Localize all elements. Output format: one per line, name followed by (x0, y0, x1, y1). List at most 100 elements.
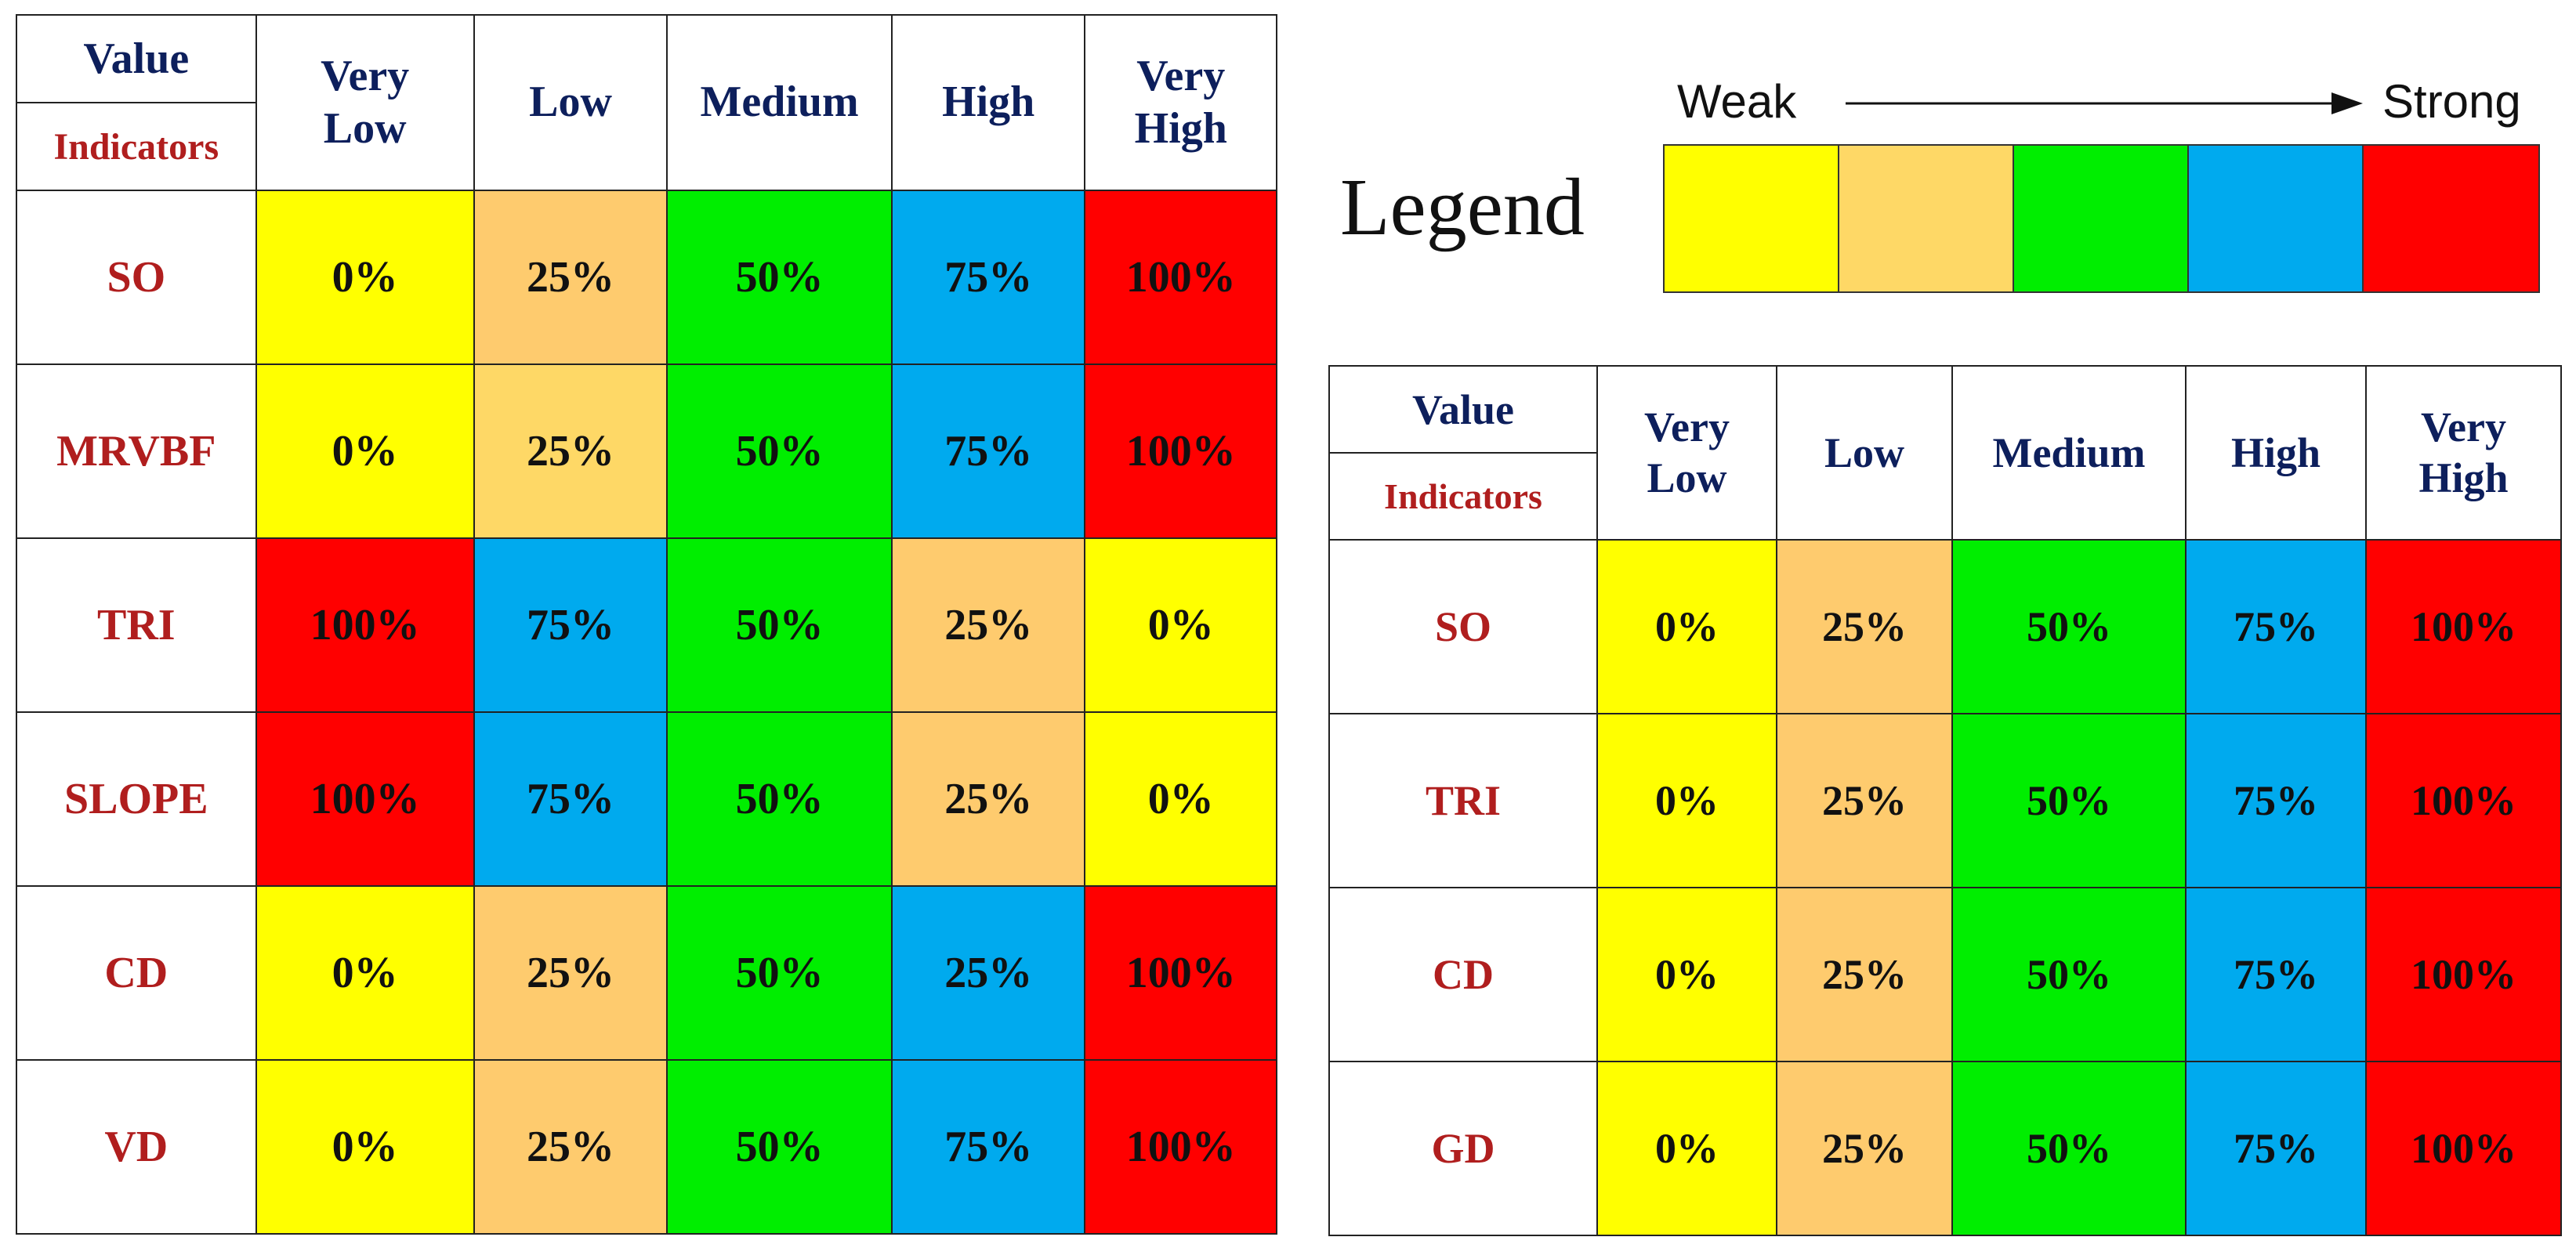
value-cell: 50% (666, 537, 893, 713)
value-cell: 25% (473, 363, 668, 539)
indicator-name: SO (16, 190, 257, 365)
value-cell: 50% (1951, 713, 2187, 888)
table-row: SO 0% 25% 50% 75% 100% (1328, 539, 2562, 714)
header-row-2: Indicators (1328, 452, 2561, 541)
table-row: TRI 0% 25% 50% 75% 100% (1328, 713, 2562, 888)
value-cell: 75% (890, 190, 1086, 365)
value-cell: 75% (890, 363, 1086, 539)
table-row: TRI 100% 75% 50% 25% 0% (16, 537, 1277, 713)
value-cell: 0% (255, 363, 475, 539)
value-cell: 50% (666, 1059, 893, 1235)
value-cell: 100% (255, 711, 475, 887)
indicator-name: CD (1328, 887, 1598, 1062)
value-cell: 0% (1596, 887, 1777, 1062)
legend-swatch (2014, 146, 2189, 291)
indicator-name: CD (16, 885, 257, 1061)
value-cell: 25% (1776, 1061, 1953, 1236)
column-header: Very Low (255, 14, 475, 191)
indicator-name: GD (1328, 1061, 1598, 1236)
corner-value-label: Value (16, 14, 257, 103)
table-left-body: Value Very Low Low Medium High Very High Indicat… (16, 14, 1277, 1235)
value-cell: 75% (473, 537, 668, 713)
value-cell: 100% (1084, 190, 1277, 365)
value-cell: 75% (2185, 713, 2367, 888)
table-row: GD 0% 25% 50% 75% 100% (1328, 1061, 2562, 1236)
legend-swatch (2189, 146, 2364, 291)
table-row: SO 0% 25% 50% 75% 100% (16, 190, 1277, 365)
value-cell: 25% (890, 711, 1086, 887)
legend-arrow-icon (1846, 92, 2363, 114)
column-header: Medium (666, 14, 893, 191)
value-cell: 75% (2185, 539, 2367, 714)
legend-swatch (1839, 146, 2014, 291)
value-cell: 25% (1776, 539, 1953, 714)
value-cell: 75% (2185, 887, 2367, 1062)
column-header: Very High (1084, 14, 1277, 191)
value-cell: 75% (2185, 1061, 2367, 1236)
table-row: MRVBF 0% 25% 50% 75% 100% (16, 363, 1277, 539)
legend-swatch (2364, 146, 2538, 291)
indicator-table-left: Value Very Low Low Medium High Very High Indicat… (16, 14, 1277, 1235)
value-cell: 0% (1596, 539, 1777, 714)
column-header: Low (473, 14, 668, 191)
value-cell: 50% (1951, 1061, 2187, 1236)
value-cell: 100% (2365, 539, 2562, 714)
table-row: SLOPE 100% 75% 50% 25% 0% (16, 711, 1277, 887)
header-row-2: Indicators (16, 102, 1277, 191)
value-cell: 50% (1951, 887, 2187, 1062)
value-cell: 0% (255, 1059, 475, 1235)
table-row: CD 0% 25% 50% 25% 100% (16, 885, 1277, 1061)
value-cell: 25% (473, 1059, 668, 1235)
value-cell: 0% (1084, 711, 1277, 887)
value-cell: 50% (1951, 539, 2187, 714)
column-header: High (2185, 365, 2367, 541)
legend-title: Legend (1340, 162, 1585, 252)
value-cell: 50% (666, 190, 893, 365)
legend-swatches (1663, 144, 2540, 293)
column-header: Medium (1951, 365, 2187, 541)
corner-value-label: Value (1328, 365, 1598, 454)
value-cell: 100% (1084, 363, 1277, 539)
header-row: Value Very Low Low Medium High Very High (16, 14, 1277, 191)
value-cell: 0% (1084, 537, 1277, 713)
column-header: Very Low (1596, 365, 1777, 541)
value-cell: 0% (255, 190, 475, 365)
value-cell: 50% (666, 363, 893, 539)
value-cell: 0% (255, 885, 475, 1061)
value-cell: 100% (255, 537, 475, 713)
legend-weak-label: Weak (1677, 75, 1797, 128)
value-cell: 25% (1776, 887, 1953, 1062)
table-row: CD 0% 25% 50% 75% 100% (1328, 887, 2562, 1062)
indicator-name: MRVBF (16, 363, 257, 539)
table-right-body: Value Very Low Low Medium High Very High Indicat… (1328, 365, 2562, 1236)
value-cell: 25% (890, 537, 1086, 713)
value-cell: 100% (1084, 1059, 1277, 1235)
table-row: VD 0% 25% 50% 75% 100% (16, 1059, 1277, 1235)
value-cell: 0% (1596, 713, 1777, 888)
value-cell: 50% (666, 711, 893, 887)
corner-indicators-label: Indicators (1328, 452, 1598, 541)
legend-strong-label: Strong (2382, 75, 2521, 128)
value-cell: 50% (666, 885, 893, 1061)
value-cell: 75% (890, 1059, 1086, 1235)
value-cell: 100% (2365, 887, 2562, 1062)
legend-swatch (1665, 146, 1839, 291)
value-cell: 25% (473, 885, 668, 1061)
indicator-name: TRI (1328, 713, 1598, 888)
value-cell: 25% (890, 885, 1086, 1061)
indicator-name: SO (1328, 539, 1598, 714)
indicator-table-right: Value Very Low Low Medium High Very High Indicat… (1328, 365, 2562, 1236)
column-header: High (890, 14, 1086, 191)
value-cell: 75% (473, 711, 668, 887)
indicator-name: TRI (16, 537, 257, 713)
value-cell: 100% (2365, 1061, 2562, 1236)
indicator-name: SLOPE (16, 711, 257, 887)
column-header: Low (1776, 365, 1953, 541)
value-cell: 100% (1084, 885, 1277, 1061)
value-cell: 25% (473, 190, 668, 365)
header-row: Value Very Low Low Medium High Very High (1328, 365, 2562, 541)
column-header: Very High (2365, 365, 2562, 541)
indicator-name: VD (16, 1059, 257, 1235)
value-cell: 25% (1776, 713, 1953, 888)
corner-indicators-label: Indicators (16, 102, 257, 191)
